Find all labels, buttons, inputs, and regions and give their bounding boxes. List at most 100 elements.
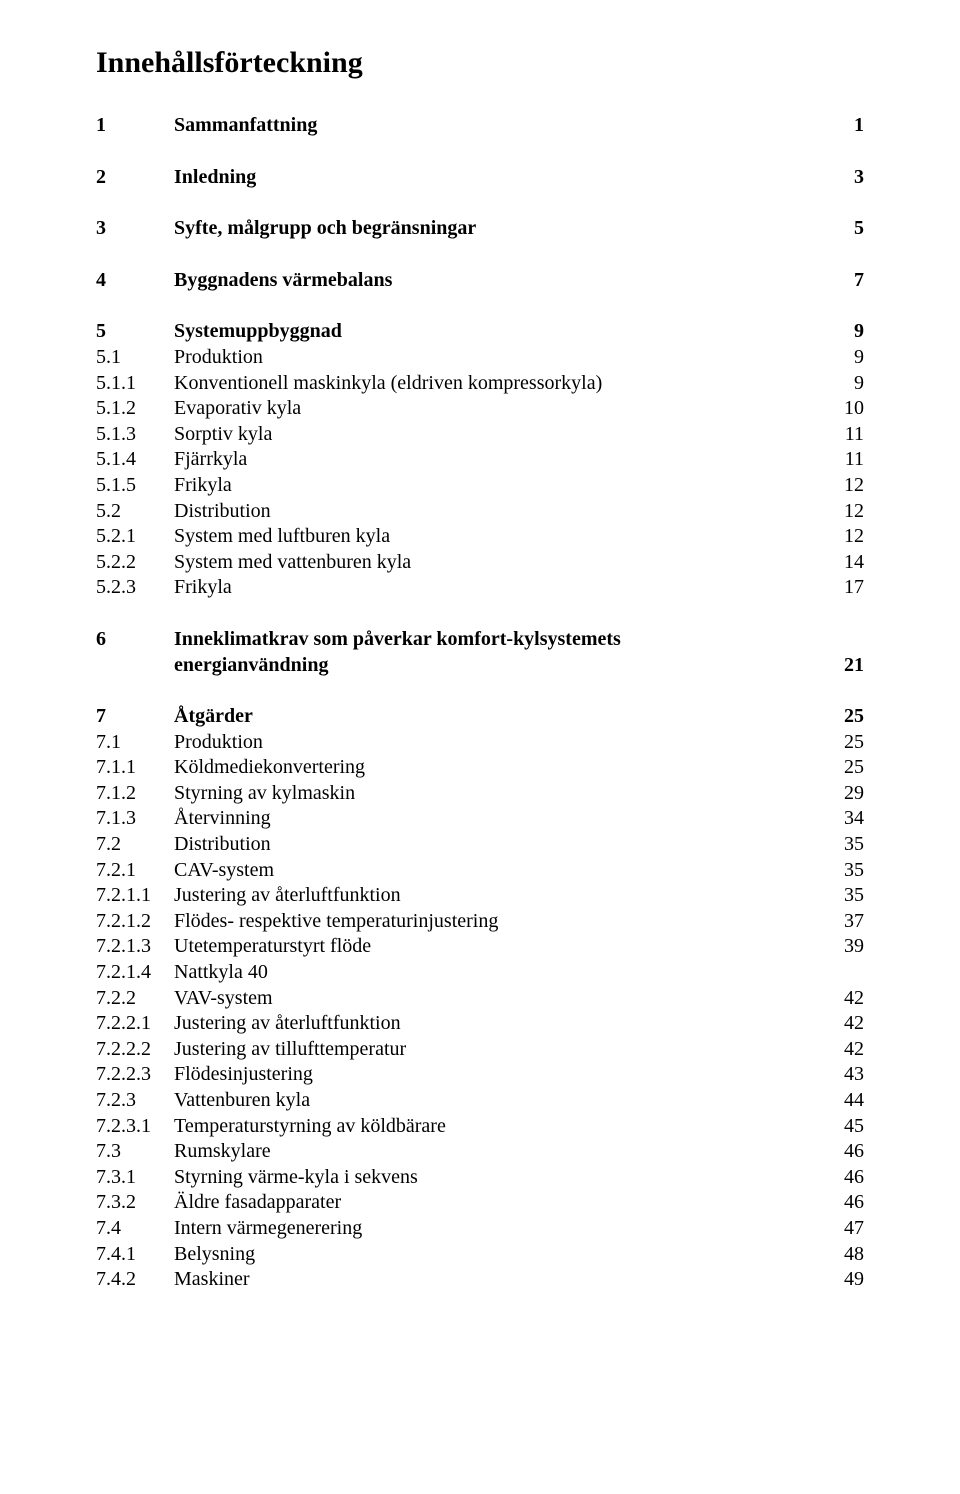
toc-entry-title: Inledning: [174, 165, 824, 191]
toc-entry-number: 7.2.3: [96, 1088, 174, 1114]
toc-entry-page: 42: [824, 1037, 864, 1063]
toc-row: 7.2.1.4Nattkyla 40: [96, 960, 864, 986]
toc-entry-number: 7.2.3.1: [96, 1114, 174, 1140]
toc-entry-page: 21: [824, 653, 864, 679]
toc-row: 6Inneklimatkrav som påverkar komfort-kyl…: [96, 627, 864, 653]
toc-entry-title: Produktion: [174, 730, 824, 756]
toc-entry-number: 5.1: [96, 345, 174, 371]
toc-entry-number: 7.2.1.3: [96, 934, 174, 960]
toc-entry-page: 48: [824, 1242, 864, 1268]
toc-entry-title: Systemuppbyggnad: [174, 319, 824, 345]
toc-entry-number: 7.4.1: [96, 1242, 174, 1268]
toc-entry-page: 25: [824, 730, 864, 756]
toc-gap: [96, 139, 864, 165]
toc-entry-number: 7.1: [96, 730, 174, 756]
toc-entry-title: Produktion: [174, 345, 824, 371]
toc-row: 7.2.2.2Justering av tillufttemperatur42: [96, 1037, 864, 1063]
toc-gap: [96, 293, 864, 319]
toc-entry-number: 5.1.1: [96, 371, 174, 397]
toc-entry-number: 5.1.5: [96, 473, 174, 499]
toc-row: 5.2.1System med luftburen kyla12: [96, 524, 864, 550]
toc-row: 7.3Rumskylare46: [96, 1139, 864, 1165]
toc-entry-number: 7.2.1.2: [96, 909, 174, 935]
toc-entry-number: 4: [96, 268, 174, 294]
toc-gap: [96, 678, 864, 704]
toc-entry-title: Fjärrkyla: [174, 447, 824, 473]
toc-entry-number: 7.2.2.2: [96, 1037, 174, 1063]
toc-row: 7Åtgärder25: [96, 704, 864, 730]
toc-entry-number: 5.2.3: [96, 575, 174, 601]
toc-entry-number: 7.2.1.1: [96, 883, 174, 909]
toc-gap: [96, 190, 864, 216]
toc-entry-page: 43: [824, 1062, 864, 1088]
toc-row: 5.1.4Fjärrkyla11: [96, 447, 864, 473]
toc-entry-title: Syfte, målgrupp och begränsningar: [174, 216, 824, 242]
toc-row: 7.2.2VAV-system42: [96, 986, 864, 1012]
toc-entry-page: 46: [824, 1190, 864, 1216]
toc-gap: [96, 601, 864, 627]
toc-entry-page: 46: [824, 1139, 864, 1165]
toc-entry-page: 35: [824, 883, 864, 909]
toc-entry-number: 5.2: [96, 499, 174, 525]
toc-row: 7.4.1Belysning48: [96, 1242, 864, 1268]
toc-entry-number: 5.1.4: [96, 447, 174, 473]
toc-row: 7.2.2.1Justering av återluftfunktion42: [96, 1011, 864, 1037]
toc-entry-number: 7.2.1: [96, 858, 174, 884]
table-of-contents: 1Sammanfattning12Inledning33Syfte, målgr…: [96, 113, 864, 1293]
toc-entry-title: VAV-system: [174, 986, 824, 1012]
toc-entry-title: Frikyla: [174, 473, 824, 499]
toc-row: 5.2Distribution12: [96, 499, 864, 525]
toc-row: 7.1Produktion25: [96, 730, 864, 756]
toc-entry-page: 9: [824, 345, 864, 371]
toc-row: 7.1.1Köldmediekonvertering25: [96, 755, 864, 781]
toc-entry-number: 7.2: [96, 832, 174, 858]
toc-row: 5.1.2Evaporativ kyla10: [96, 396, 864, 422]
toc-entry-page: 37: [824, 909, 864, 935]
toc-entry-title: Intern värmegenerering: [174, 1216, 824, 1242]
toc-entry-page: 12: [824, 524, 864, 550]
toc-entry-title: Äldre fasadapparater: [174, 1190, 824, 1216]
toc-entry-title: CAV-system: [174, 858, 824, 884]
toc-entry-page: 9: [824, 319, 864, 345]
toc-row: 7.1.2Styrning av kylmaskin29: [96, 781, 864, 807]
toc-entry-page: 17: [824, 575, 864, 601]
toc-entry-title: Styrning värme-kyla i sekvens: [174, 1165, 824, 1191]
toc-entry-number: 5.1.2: [96, 396, 174, 422]
toc-entry-page: 9: [824, 371, 864, 397]
toc-entry-page: 47: [824, 1216, 864, 1242]
toc-entry-page: 49: [824, 1267, 864, 1293]
toc-entry-page: 34: [824, 806, 864, 832]
toc-entry-page: 12: [824, 473, 864, 499]
toc-row: 5.2.2System med vattenburen kyla14: [96, 550, 864, 576]
toc-entry-page: 42: [824, 1011, 864, 1037]
toc-entry-number: 7: [96, 704, 174, 730]
toc-entry-title: Maskiner: [174, 1267, 824, 1293]
toc-entry-number: 7.3.2: [96, 1190, 174, 1216]
toc-entry-title: Flödes- respektive temperaturinjustering: [174, 909, 824, 935]
toc-entry-title: Rumskylare: [174, 1139, 824, 1165]
toc-entry-title: Köldmediekonvertering: [174, 755, 824, 781]
toc-row: 7.2.1.1Justering av återluftfunktion35: [96, 883, 864, 909]
toc-entry-number: 1: [96, 113, 174, 139]
toc-entry-title: System med vattenburen kyla: [174, 550, 824, 576]
toc-row: 7.2.2.3Flödesinjustering43: [96, 1062, 864, 1088]
toc-entry-title: System med luftburen kyla: [174, 524, 824, 550]
toc-entry-title: Distribution: [174, 499, 824, 525]
toc-entry-page: 14: [824, 550, 864, 576]
toc-entry-title: Inneklimatkrav som påverkar komfort-kyls…: [174, 627, 824, 653]
toc-entry-page: 42: [824, 986, 864, 1012]
toc-entry-title: Flödesinjustering: [174, 1062, 824, 1088]
toc-entry-title: Åtgärder: [174, 704, 824, 730]
toc-entry-number: 7.2.2: [96, 986, 174, 1012]
toc-entry-page: 44: [824, 1088, 864, 1114]
toc-entry-number: 2: [96, 165, 174, 191]
toc-row: 7.4.2Maskiner49: [96, 1267, 864, 1293]
toc-entry-number: 7.1.2: [96, 781, 174, 807]
toc-entry-number: 7.2.2.3: [96, 1062, 174, 1088]
toc-row: 7.3.2Äldre fasadapparater46: [96, 1190, 864, 1216]
toc-entry-title: Konventionell maskinkyla (eldriven kompr…: [174, 371, 824, 397]
toc-entry-title: Vattenburen kyla: [174, 1088, 824, 1114]
toc-entry-number: 7.2.1.4: [96, 960, 174, 986]
toc-entry-title: Justering av återluftfunktion: [174, 883, 824, 909]
toc-entry-page: 46: [824, 1165, 864, 1191]
